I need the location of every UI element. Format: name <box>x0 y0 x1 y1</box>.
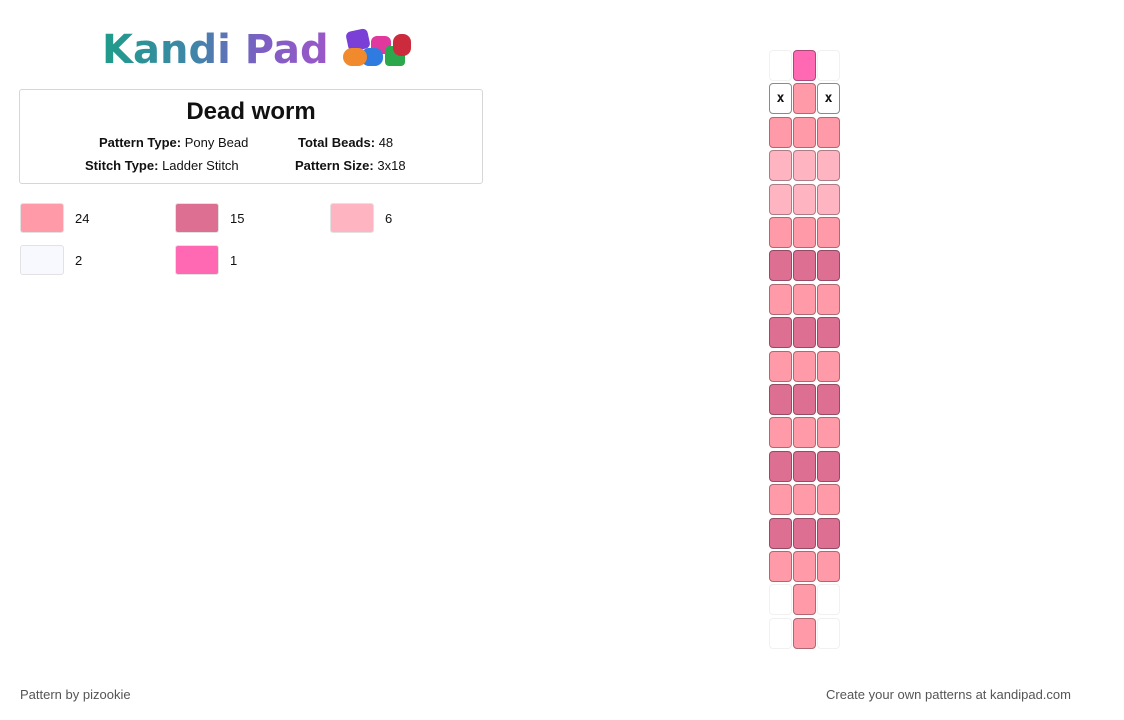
empty-cell <box>769 584 792 616</box>
bead <box>817 150 840 182</box>
bead <box>817 417 840 449</box>
bead <box>817 183 840 215</box>
legend-count: 15 <box>230 210 245 226</box>
pattern-info-panel: Dead worm Pattern Type: Pony Bead Total … <box>19 89 483 184</box>
bead <box>769 283 792 315</box>
total-beads-label: Total Beads: <box>298 135 376 150</box>
bead <box>793 283 816 315</box>
legend-swatch <box>20 245 64 275</box>
bead <box>817 217 840 248</box>
bead <box>793 417 816 449</box>
bead <box>793 484 816 516</box>
bead <box>793 350 816 382</box>
bead <box>769 450 792 482</box>
bead <box>769 484 792 516</box>
stitch-type-value: Ladder Stitch <box>162 158 239 173</box>
empty-cell <box>817 50 840 81</box>
bead <box>793 317 816 349</box>
total-beads: Total Beads: 48 <box>298 135 393 150</box>
bead <box>793 217 816 248</box>
bead <box>769 150 792 182</box>
legend-count: 2 <box>75 252 83 268</box>
legend-count: 1 <box>230 252 238 268</box>
stitch-type-label: Stitch Type: <box>85 158 159 173</box>
skip-mark: x <box>817 83 840 115</box>
total-beads-value: 48 <box>378 135 394 150</box>
legend-swatch <box>20 203 64 233</box>
bead <box>793 617 816 649</box>
legend-item: 2 <box>20 244 82 276</box>
bead <box>793 150 816 182</box>
bead <box>817 551 840 582</box>
bead <box>793 250 816 282</box>
bead <box>817 384 840 415</box>
bead <box>793 83 816 115</box>
bead <box>769 116 792 148</box>
legend-count: 6 <box>385 210 393 226</box>
bead <box>769 183 792 215</box>
bead <box>769 551 792 582</box>
bead <box>793 183 816 215</box>
empty-cell <box>769 617 792 649</box>
legend-item: 15 <box>175 202 244 234</box>
bead <box>793 116 816 148</box>
bead <box>769 417 792 449</box>
legend-item: 1 <box>175 244 237 276</box>
empty-cell <box>817 617 840 649</box>
legend-swatch <box>330 203 374 233</box>
pattern-size: Pattern Size: 3x18 <box>295 158 406 173</box>
legend-count: 24 <box>75 210 90 226</box>
bead <box>769 517 792 549</box>
pattern-type-label: Pattern Type: <box>99 135 182 150</box>
kandi-pad-logo: Kandi Pad <box>102 26 417 74</box>
legend-swatch <box>175 203 219 233</box>
bead <box>817 317 840 349</box>
bead <box>793 517 816 549</box>
legend-item: 6 <box>330 202 392 234</box>
bead <box>817 350 840 382</box>
beads-icon <box>342 28 411 66</box>
bead <box>793 450 816 482</box>
bead <box>817 484 840 516</box>
empty-cell <box>817 584 840 616</box>
bead <box>769 217 792 248</box>
bead <box>769 250 792 282</box>
legend-item: 24 <box>20 202 89 234</box>
bead <box>817 116 840 148</box>
pattern-type: Pattern Type: Pony Bead <box>99 135 248 150</box>
bead <box>769 350 792 382</box>
bead <box>793 50 816 81</box>
stitch-type: Stitch Type: Ladder Stitch <box>85 158 239 173</box>
bead <box>793 384 816 415</box>
bead <box>793 551 816 582</box>
pattern-size-value: 3x18 <box>377 158 406 173</box>
logo-text: Kandi Pad <box>102 27 329 73</box>
pattern-author: Pattern by pizookie <box>20 687 131 702</box>
legend-swatch <box>175 245 219 275</box>
bead <box>817 517 840 549</box>
bead <box>769 317 792 349</box>
bead <box>793 584 816 616</box>
bead <box>817 283 840 315</box>
skip-mark: x <box>769 83 792 115</box>
pattern-type-value: Pony Bead <box>184 135 249 150</box>
pattern-title: Dead worm <box>186 98 316 125</box>
pattern-size-label: Pattern Size: <box>295 158 374 173</box>
bead <box>817 250 840 282</box>
bead <box>817 450 840 482</box>
kandipad-link[interactable]: Create your own patterns at kandipad.com <box>826 687 1071 702</box>
bead <box>769 384 792 415</box>
empty-cell <box>769 50 792 81</box>
